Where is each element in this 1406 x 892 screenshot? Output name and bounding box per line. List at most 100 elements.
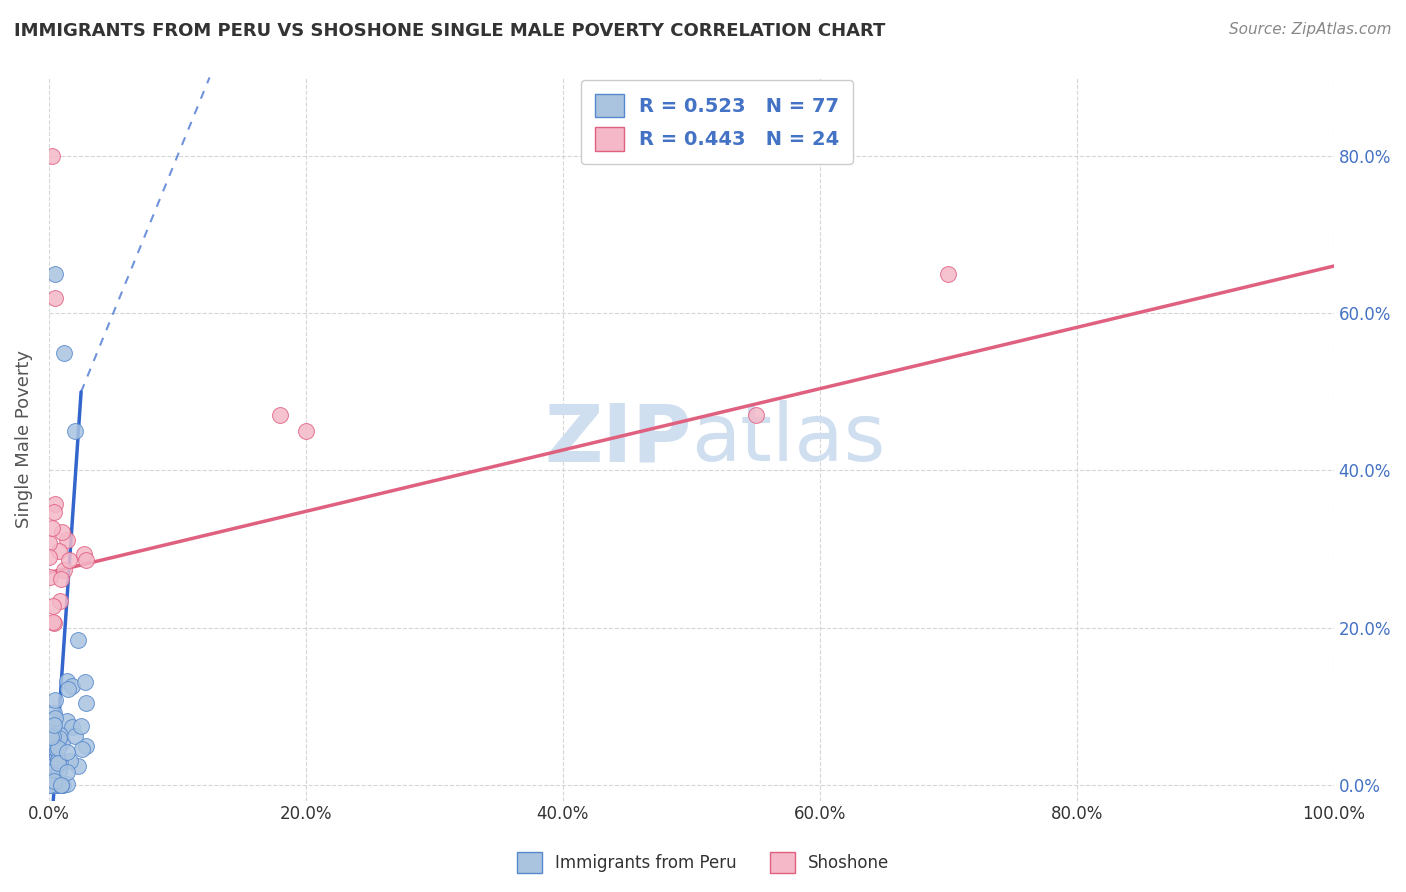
Point bbox=[67, 758, 90, 772]
Text: IMMIGRANTS FROM PERU VS SHOSHONE SINGLE MALE POVERTY CORRELATION CHART: IMMIGRANTS FROM PERU VS SHOSHONE SINGLE … bbox=[14, 22, 886, 40]
Point bbox=[46, 740, 69, 755]
Point bbox=[60, 679, 83, 693]
Point bbox=[56, 682, 79, 697]
Point bbox=[42, 505, 65, 519]
Point bbox=[52, 778, 75, 792]
Point bbox=[42, 739, 65, 754]
Point bbox=[49, 572, 72, 586]
Point bbox=[44, 497, 66, 511]
Point bbox=[44, 732, 66, 747]
Point bbox=[41, 599, 63, 613]
Point bbox=[72, 548, 94, 562]
Point bbox=[744, 409, 766, 423]
Point bbox=[38, 550, 60, 565]
Point bbox=[39, 730, 62, 744]
Legend: R = 0.523   N = 77, R = 0.443   N = 24: R = 0.523 N = 77, R = 0.443 N = 24 bbox=[581, 80, 853, 164]
Point bbox=[56, 777, 79, 791]
Point bbox=[42, 740, 65, 755]
Point bbox=[41, 521, 63, 535]
Point bbox=[44, 267, 66, 281]
Point bbox=[46, 756, 69, 770]
Point bbox=[48, 728, 70, 742]
Point bbox=[44, 775, 66, 789]
Point bbox=[48, 731, 70, 746]
Point bbox=[56, 764, 79, 779]
Point bbox=[70, 719, 93, 733]
Point bbox=[46, 748, 69, 763]
Point bbox=[48, 544, 70, 558]
Point bbox=[41, 778, 63, 792]
Point bbox=[39, 757, 62, 772]
Point bbox=[38, 778, 60, 792]
Point bbox=[44, 711, 66, 725]
Point bbox=[45, 743, 67, 757]
Point bbox=[42, 778, 65, 792]
Point bbox=[44, 778, 66, 792]
Point bbox=[46, 738, 69, 752]
Point bbox=[42, 764, 65, 779]
Text: Source: ZipAtlas.com: Source: ZipAtlas.com bbox=[1229, 22, 1392, 37]
Point bbox=[39, 778, 62, 792]
Point bbox=[38, 741, 60, 756]
Point bbox=[48, 753, 70, 767]
Point bbox=[38, 535, 60, 549]
Point bbox=[75, 553, 97, 567]
Point bbox=[42, 773, 65, 788]
Point bbox=[42, 615, 65, 630]
Point bbox=[48, 764, 70, 778]
Point bbox=[51, 525, 73, 540]
Point bbox=[75, 739, 97, 754]
Point bbox=[38, 778, 60, 792]
Point bbox=[60, 721, 83, 735]
Point bbox=[42, 742, 65, 756]
Point bbox=[56, 714, 79, 728]
Point bbox=[42, 758, 65, 772]
Point bbox=[42, 778, 65, 792]
Point bbox=[42, 778, 65, 792]
Point bbox=[65, 729, 87, 743]
Point bbox=[48, 594, 70, 608]
Point bbox=[56, 745, 79, 759]
Point bbox=[38, 778, 60, 792]
Point bbox=[44, 769, 66, 783]
Point bbox=[44, 706, 66, 720]
Point bbox=[42, 615, 65, 630]
Point bbox=[44, 778, 66, 792]
Text: ZIP: ZIP bbox=[544, 400, 692, 478]
Point bbox=[75, 696, 97, 710]
Point bbox=[58, 553, 80, 567]
Point bbox=[59, 754, 82, 768]
Point bbox=[51, 735, 73, 749]
Point bbox=[41, 749, 63, 764]
Point bbox=[66, 633, 89, 648]
Point bbox=[46, 778, 69, 792]
Point bbox=[44, 728, 66, 742]
Point bbox=[41, 772, 63, 787]
Point bbox=[41, 723, 63, 738]
Point bbox=[48, 763, 70, 777]
Point bbox=[38, 570, 60, 584]
Point bbox=[45, 769, 67, 783]
Point bbox=[49, 756, 72, 770]
Point bbox=[44, 693, 66, 707]
Point bbox=[63, 424, 86, 438]
Point bbox=[44, 291, 66, 305]
Y-axis label: Single Male Poverty: Single Male Poverty bbox=[15, 350, 32, 528]
Point bbox=[41, 745, 63, 759]
Point bbox=[56, 533, 79, 547]
Point bbox=[42, 778, 65, 792]
Point bbox=[41, 149, 63, 163]
Point bbox=[70, 741, 93, 756]
Legend: Immigrants from Peru, Shoshone: Immigrants from Peru, Shoshone bbox=[510, 846, 896, 880]
Text: atlas: atlas bbox=[692, 400, 886, 478]
Point bbox=[53, 345, 76, 359]
Point bbox=[41, 720, 63, 734]
Point bbox=[49, 778, 72, 792]
Point bbox=[49, 778, 72, 792]
Point bbox=[39, 714, 62, 729]
Point bbox=[39, 724, 62, 739]
Point bbox=[53, 563, 76, 577]
Point bbox=[41, 770, 63, 784]
Point bbox=[936, 267, 959, 281]
Point bbox=[49, 778, 72, 792]
